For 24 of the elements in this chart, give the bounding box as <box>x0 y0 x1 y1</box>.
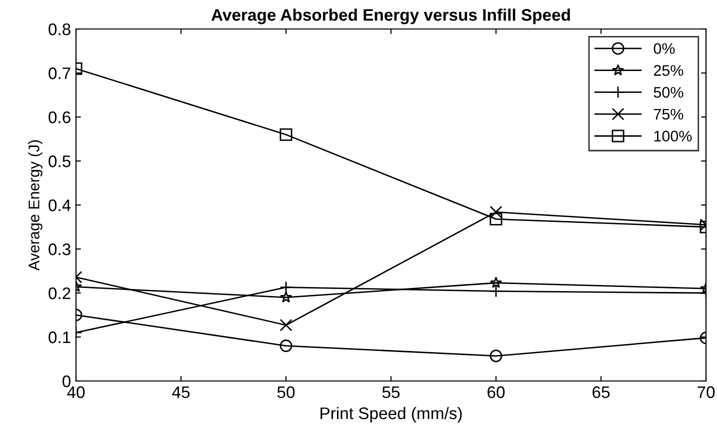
legend-label: 50% <box>654 86 684 98</box>
x-tick-label: 50 <box>277 386 295 398</box>
legend-label: 25% <box>654 65 684 76</box>
y-tick-label: 0.6 <box>48 111 70 124</box>
x-tick-label: 55 <box>382 386 400 398</box>
y-axis-title: Average Energy (J) <box>28 140 42 271</box>
x-tick-label: 60 <box>488 386 505 398</box>
y-tick-label: 0.2 <box>48 287 70 300</box>
legend-label: 0% <box>654 43 675 54</box>
legend-label: 75% <box>654 108 684 120</box>
x-tick-label: 70 <box>698 386 715 398</box>
y-tick-label: 0.8 <box>48 23 70 36</box>
chart-title: Average Absorbed Energy versus Infill Speed <box>211 8 570 24</box>
y-tick-label: 0.7 <box>48 67 70 80</box>
x-tick-label: 45 <box>172 386 190 398</box>
x-axis-title: Print Speed (mm/s) <box>320 406 462 422</box>
y-tick-label: 0.1 <box>48 331 70 344</box>
legend-label: 100% <box>654 130 692 142</box>
y-tick-label: 0.5 <box>48 155 70 168</box>
x-tick-label: 40 <box>67 386 85 398</box>
y-tick-label: 0 <box>62 375 70 388</box>
x-tick-label: 65 <box>592 386 610 398</box>
y-tick-label: 0.4 <box>48 199 71 212</box>
y-tick-label: 0.3 <box>48 243 70 256</box>
